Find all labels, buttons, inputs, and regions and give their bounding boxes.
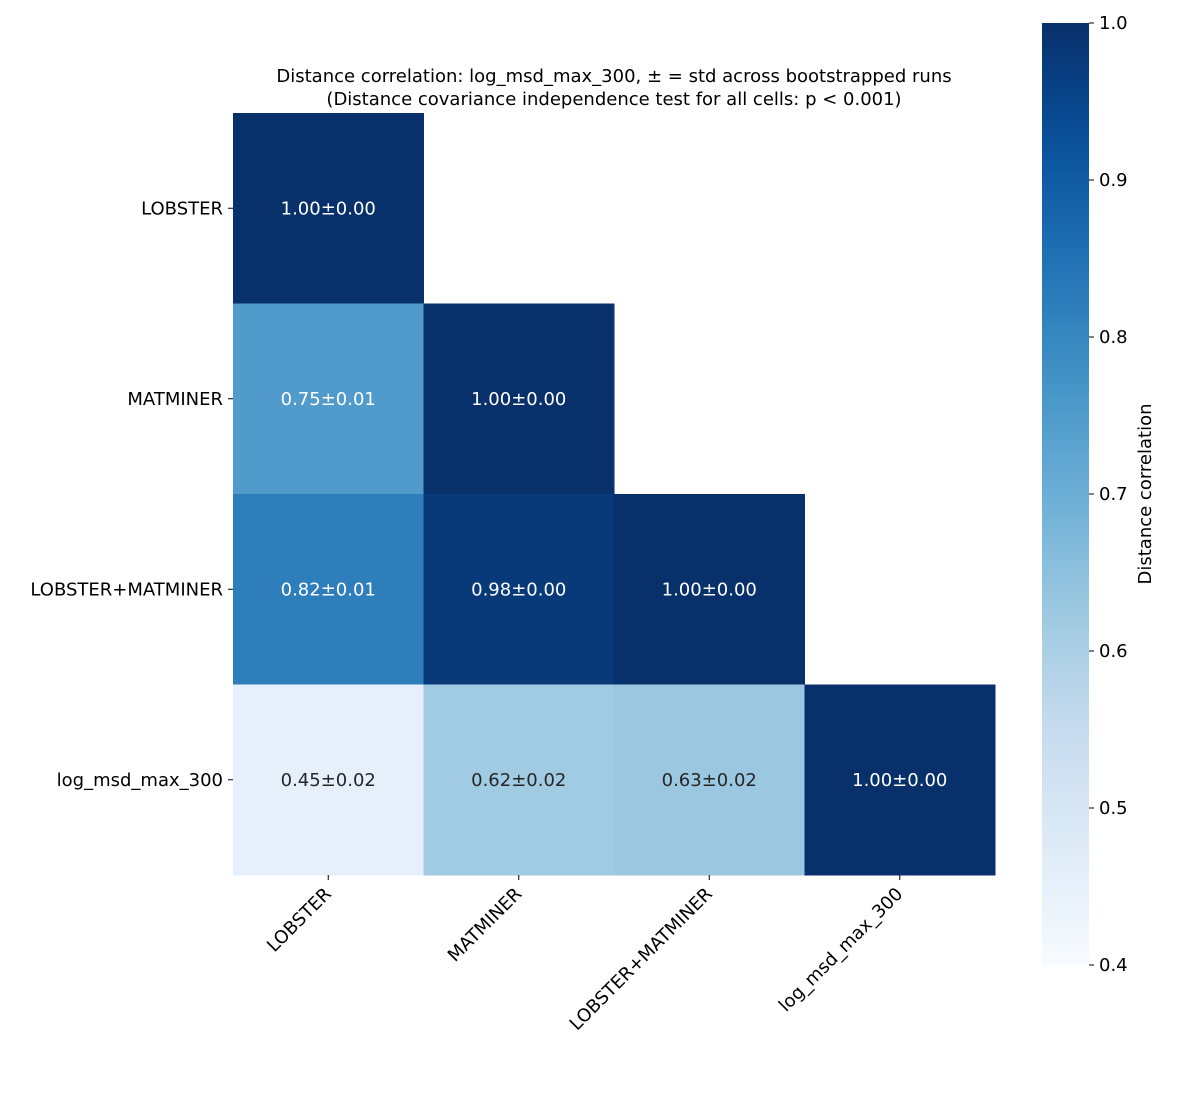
cell-label: 0.82±0.01 — [281, 579, 376, 600]
y-tick-label: log_msd_max_300 — [57, 770, 223, 791]
cell-label: 0.75±0.01 — [281, 389, 376, 410]
y-tick-label: LOBSTER — [141, 198, 223, 219]
heatmap-cell — [233, 113, 424, 304]
colorbar-label: Distance correlation — [1135, 403, 1156, 584]
y-axis: LOBSTER MATMINER LOBSTER+MATMINER log_msd_m… — [30, 198, 233, 791]
cell-label: 1.00±0.00 — [281, 198, 376, 219]
colorbar-tick-label: 0.4 — [1099, 955, 1128, 976]
y-tick-label: LOBSTER+MATMINER — [30, 579, 223, 600]
x-tick-label: LOBSTER+MATMINER — [566, 884, 717, 1035]
cell-label: 1.00±0.00 — [471, 389, 566, 410]
cell-label: 1.00±0.00 — [662, 579, 757, 600]
chart-subtitle: (Distance covariance independence test f… — [326, 89, 901, 110]
cell-label: 0.45±0.02 — [281, 770, 376, 791]
heatmap-cell — [233, 684, 424, 876]
colorbar-tick-label: 0.6 — [1099, 641, 1128, 662]
colorbar-tick-label: 0.9 — [1099, 170, 1128, 191]
y-tick-label: MATMINER — [127, 389, 223, 410]
x-tick-label: LOBSTER — [263, 884, 336, 957]
x-tick-label: log_msd_max_300 — [775, 884, 907, 1016]
cell-label: 0.62±0.02 — [471, 770, 566, 791]
heatmap-cell — [233, 494, 424, 685]
cell-label: 0.63±0.02 — [662, 770, 757, 791]
heatmap-cell — [233, 303, 424, 495]
x-tick-label: MATMINER — [444, 884, 526, 966]
x-axis: LOBSTER MATMINER LOBSTER+MATMINER log_msd_m… — [263, 875, 907, 1035]
chart-title: Distance correlation: log_msd_max_300, ±… — [276, 66, 951, 87]
colorbar-tick-label: 0.7 — [1099, 484, 1128, 505]
heatmap-cell — [423, 494, 615, 685]
heatmap-cells: 1.00±0.00 0.75±0.01 1.00±0.00 0.82±0.01 0.98… — [233, 113, 996, 876]
heatmap-cell — [614, 684, 805, 876]
colorbar-ticks: 0.4 0.5 0.6 0.7 0.8 0.9 1.0 — [1089, 13, 1128, 976]
heatmap-cell — [423, 303, 615, 495]
colorbar-tick-label: 0.8 — [1099, 327, 1128, 348]
heatmap-cell — [423, 684, 615, 876]
cell-label: 1.00±0.00 — [852, 770, 947, 791]
heatmap-cell — [614, 494, 805, 685]
colorbar-tick-label: 1.0 — [1099, 13, 1128, 34]
heatmap-cell — [804, 684, 996, 876]
cell-label: 0.98±0.00 — [471, 579, 566, 600]
colorbar — [1042, 23, 1089, 965]
colorbar-tick-label: 0.5 — [1099, 798, 1128, 819]
